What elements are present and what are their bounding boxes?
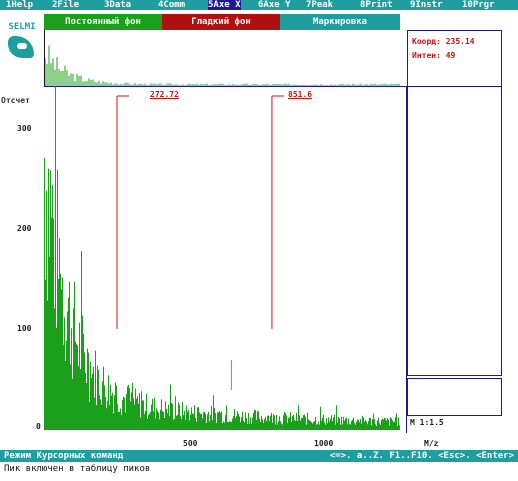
side-panel — [407, 86, 502, 376]
spectrum-chart[interactable] — [44, 86, 400, 430]
message-line: Пик включен в таблицу пиков — [4, 464, 151, 474]
menu-item-1help[interactable]: 1Help — [6, 0, 34, 10]
menu-bar: 1Help 2File 3Data 4Comm 5Axe X 6Axe Y 7Peak 8Pr… — [0, 0, 518, 10]
menu-item-2file[interactable]: 2File — [52, 0, 80, 10]
status-mode: Режим Курсорных команд — [4, 451, 124, 461]
menu-item-5axex[interactable]: 5Axe X — [208, 0, 241, 10]
status-keys: <=>. a..Z. F1..F10. <Esc>. <Enter> — [329, 451, 514, 461]
chart-frame — [44, 86, 407, 433]
intensity-readout: Интен: 49 — [412, 51, 456, 60]
mode-bar: Постоянный фон Гладкий фон Маркировка — [44, 14, 400, 30]
overview-spectrum — [44, 30, 401, 87]
y-axis-label: Отсчет — [1, 96, 30, 105]
mode-button-2[interactable]: Гладкий фон — [162, 14, 280, 30]
mode-button-1[interactable]: Постоянный фон — [44, 14, 162, 30]
x-tick-label: 1000 — [314, 439, 334, 448]
menu-item-3data[interactable]: 3Data — [104, 0, 132, 10]
menu-item-4comm[interactable]: 4Comm — [158, 0, 186, 10]
menu-item-7peak[interactable]: 7Peak — [306, 0, 334, 10]
logo-text: SELMI — [8, 22, 36, 32]
y-tick-zero: 0 — [36, 422, 41, 431]
coord-readout: Коорд: 235.14 — [412, 37, 475, 46]
x-axis-label: M/z — [424, 439, 439, 448]
marker-label-1: 272.72 — [150, 90, 179, 99]
logo-icon — [8, 36, 34, 58]
x-tick-label: 500 — [183, 439, 198, 448]
cursor-info-panel: Коорд: 235.14 Интен: 49 — [407, 30, 502, 87]
scale-readout: M 1:1.5 — [410, 418, 444, 427]
menu-item-6axey[interactable]: 6Axe Y — [258, 0, 291, 10]
menu-item-10prgr[interactable]: 10Prgr — [462, 0, 495, 10]
menu-item-9instr[interactable]: 9Instr — [410, 0, 443, 10]
y-tick-label: 100 — [17, 324, 32, 333]
y-tick-label: 300 — [17, 124, 32, 133]
mode-button-3[interactable]: Маркировка — [280, 14, 400, 30]
marker-label-2: 851.6 — [288, 90, 313, 99]
y-tick-label: 200 — [17, 224, 32, 233]
status-bar: Режим Курсорных команд <=>. a..Z. F1..F1… — [0, 450, 518, 462]
side-panel-lower — [407, 378, 502, 416]
logo: SELMI — [3, 22, 41, 72]
menu-item-8print[interactable]: 8Print — [360, 0, 393, 10]
